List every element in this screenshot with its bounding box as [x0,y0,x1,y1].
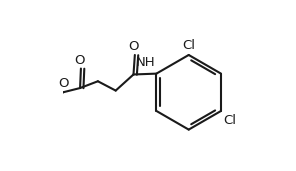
Text: NH: NH [136,56,156,69]
Text: O: O [128,40,139,53]
Text: O: O [74,54,85,67]
Text: Cl: Cl [223,114,236,127]
Text: O: O [58,77,68,90]
Text: Cl: Cl [182,39,195,52]
